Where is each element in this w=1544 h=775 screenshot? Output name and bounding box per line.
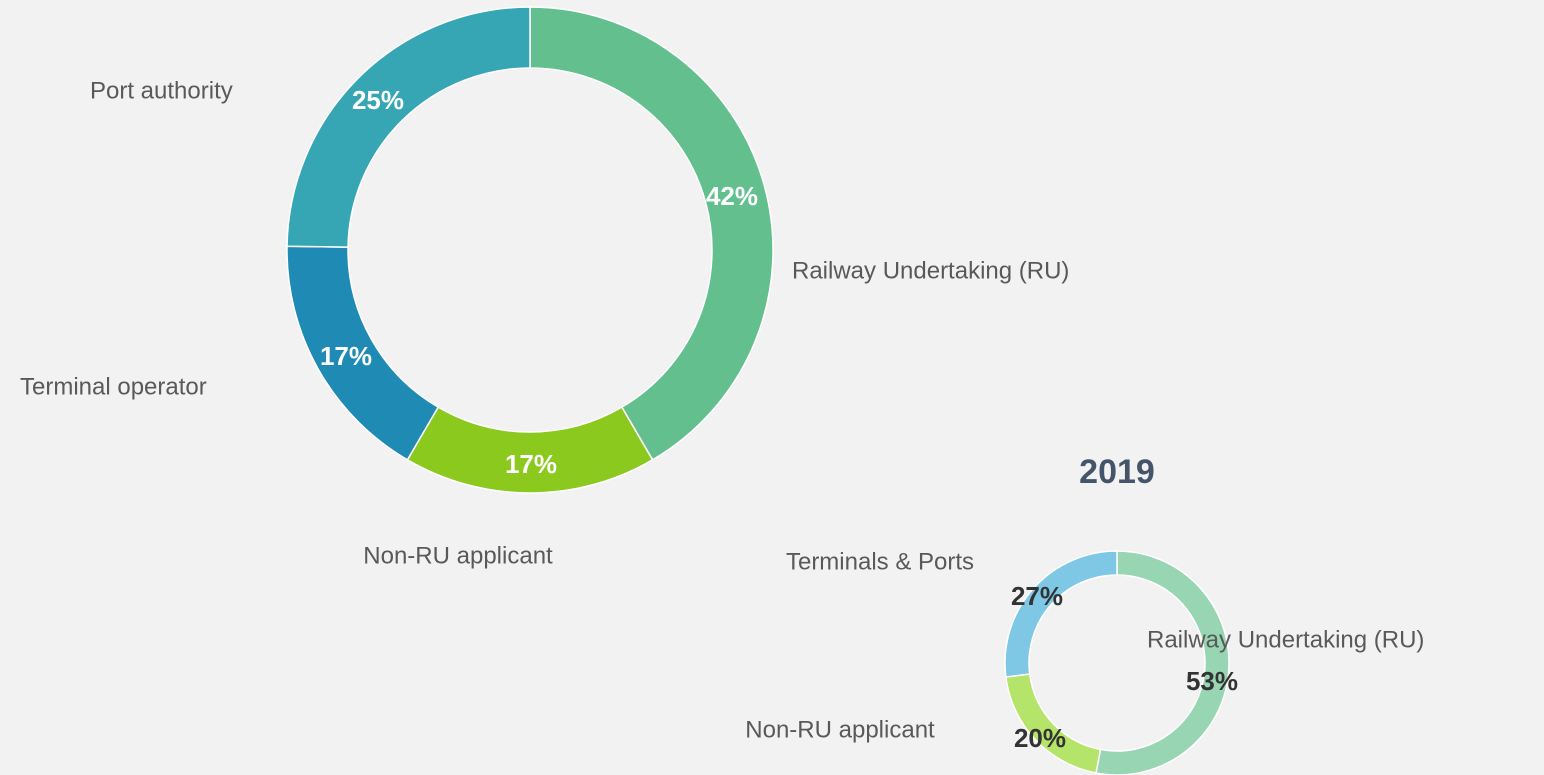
donut-segment [529,6,774,461]
donut-segment [1095,550,1230,775]
donut-segment [1004,550,1118,678]
category-label: Non-RU applicant [745,716,935,743]
category-label: Railway Undertaking (RU) [792,257,1069,284]
category-label: Terminal operator [20,373,207,400]
chart-title: 2019 [1079,453,1155,491]
category-label: Non-RU applicant [363,542,553,569]
data-label: 17% [320,341,372,371]
category-label: Railway Undertaking (RU) [1147,626,1424,653]
donut-segment [286,6,531,248]
data-label: 25% [352,85,404,115]
data-label: 42% [706,181,758,211]
data-label: 53% [1186,666,1238,696]
category-label: Port authority [90,77,233,104]
data-label: 17% [505,449,557,479]
category-label: Terminals & Ports [786,548,974,575]
data-label: 27% [1011,581,1063,611]
data-label: 20% [1014,723,1066,753]
